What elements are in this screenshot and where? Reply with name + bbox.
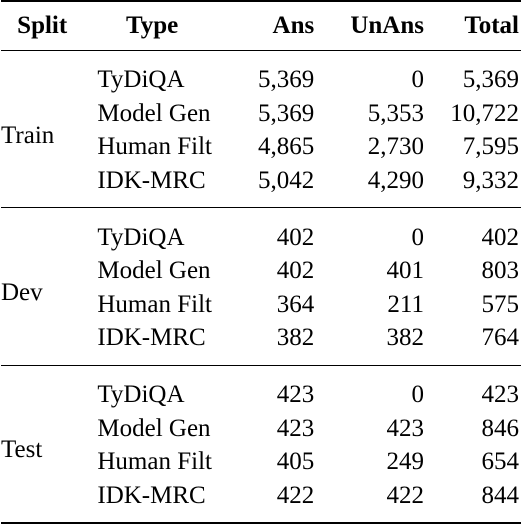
dataset-statistics-table: Split Type Ans UnAns Total Train TyDiQA … (1, 0, 521, 524)
unans-cell: 211 (387, 290, 424, 318)
ans-cell: 4,865 (257, 133, 315, 161)
unans-cell: 0 (411, 223, 424, 251)
ans-cell: 423 (276, 414, 315, 442)
type-cell: Human Filt (97, 448, 212, 476)
unans-cell: 0 (411, 381, 424, 409)
type-cell: Human Filt (97, 290, 212, 318)
ans-cell: 5,042 (257, 167, 315, 195)
total-cell: 5,369 (462, 66, 519, 94)
type-cell: IDK-MRC (97, 481, 206, 509)
split-label: Dev (1, 279, 43, 307)
unans-cell: 2,730 (367, 133, 424, 161)
total-cell: 846 (481, 414, 520, 442)
group-test: Test TyDiQA 423 0 423 Model Gen 423 423 … (1, 365, 521, 524)
table-row: Train TyDiQA 5,369 0 5,369 (1, 50, 521, 148)
type-cell: IDK-MRC (97, 324, 206, 352)
unans-cell: 422 (386, 481, 424, 509)
total-cell: 423 (481, 381, 520, 409)
header-unans: UnAns (350, 12, 424, 39)
table-row: Model Gen 423 423 846 (1, 411, 521, 445)
total-cell: 764 (481, 324, 520, 352)
table-row: Model Gen 5,369 5,353 10,722 (1, 97, 521, 131)
total-cell: 9,332 (462, 167, 519, 195)
table-row: Model Gen 402 401 803 (1, 254, 521, 288)
unans-cell: 0 (411, 66, 424, 94)
table-header: Split Type Ans UnAns Total (1, 1, 521, 51)
ans-cell: 422 (276, 481, 315, 509)
header-ans: Ans (272, 12, 315, 39)
ans-cell: 5,369 (257, 99, 315, 127)
type-cell: Model Gen (97, 99, 211, 127)
ans-cell: 402 (276, 257, 315, 285)
table-row: Dev TyDiQA 402 0 402 (1, 207, 521, 305)
table-row: IDK-MRC 422 422 844 (1, 479, 521, 524)
unans-cell: 382 (386, 324, 424, 352)
ans-cell: 382 (276, 324, 315, 352)
total-cell: 844 (481, 481, 520, 509)
unans-cell: 4,290 (367, 167, 424, 195)
ans-cell: 402 (276, 223, 315, 251)
type-cell: TyDiQA (97, 66, 185, 94)
type-cell: Model Gen (97, 257, 211, 285)
total-cell: 10,722 (450, 99, 519, 127)
unans-cell: 249 (386, 448, 424, 476)
unans-cell: 401 (386, 257, 424, 285)
table-row: Human Filt 405 249 654 (1, 445, 521, 479)
group-dev: Dev TyDiQA 402 0 402 Model Gen 402 401 8… (1, 207, 521, 365)
unans-cell: 423 (386, 414, 424, 442)
total-cell: 803 (481, 257, 520, 285)
total-cell: 7,595 (462, 133, 519, 161)
type-cell: Model Gen (97, 414, 211, 442)
group-train: Train TyDiQA 5,369 0 5,369 Model Gen 5,3… (1, 50, 521, 208)
ans-cell: 423 (276, 381, 315, 409)
header-split: Split (17, 12, 68, 39)
total-cell: 402 (481, 223, 520, 251)
header-type: Type (125, 12, 179, 39)
table-row: IDK-MRC 5,042 4,290 9,332 (1, 164, 521, 208)
unans-cell: 5,353 (367, 99, 424, 127)
split-label: Test (1, 436, 43, 464)
table-row: Test TyDiQA 423 0 423 (1, 365, 521, 462)
header-total: Total (464, 12, 519, 39)
table-row: Human Filt 364 211 575 (1, 288, 521, 322)
ans-cell: 364 (276, 290, 315, 318)
header-row: Split Type Ans UnAns Total (1, 1, 521, 51)
split-label: Train (1, 121, 55, 149)
table-row: IDK-MRC 382 382 764 (1, 321, 521, 365)
type-cell: IDK-MRC (97, 167, 206, 195)
type-cell: Human Filt (97, 133, 212, 161)
ans-cell: 5,369 (257, 66, 315, 94)
total-cell: 654 (481, 448, 520, 476)
total-cell: 575 (481, 290, 520, 318)
type-cell: TyDiQA (97, 223, 185, 251)
table-row: Human Filt 4,865 2,730 7,595 (1, 130, 521, 164)
type-cell: TyDiQA (97, 381, 185, 409)
ans-cell: 405 (276, 448, 315, 476)
